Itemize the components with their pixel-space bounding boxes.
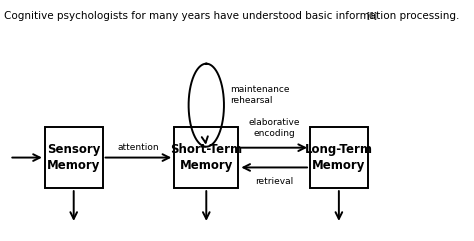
Text: Cognitive psychologists for many years have understood basic information process: Cognitive psychologists for many years h… (4, 11, 459, 21)
Bar (45, 127, 103, 188)
Text: [6]: [6] (366, 11, 377, 20)
Text: Short-Term
Memory: Short-Term Memory (170, 143, 242, 172)
Bar (174, 127, 238, 188)
Text: retrieval: retrieval (255, 177, 294, 186)
Bar (310, 127, 368, 188)
Text: Sensory
Memory: Sensory Memory (47, 143, 100, 172)
Text: maintenance
rehearsal: maintenance rehearsal (230, 85, 290, 105)
Text: attention: attention (118, 143, 160, 152)
Text: Long-Term
Memory: Long-Term Memory (305, 143, 373, 172)
Text: elaborative
encoding: elaborative encoding (249, 118, 301, 138)
